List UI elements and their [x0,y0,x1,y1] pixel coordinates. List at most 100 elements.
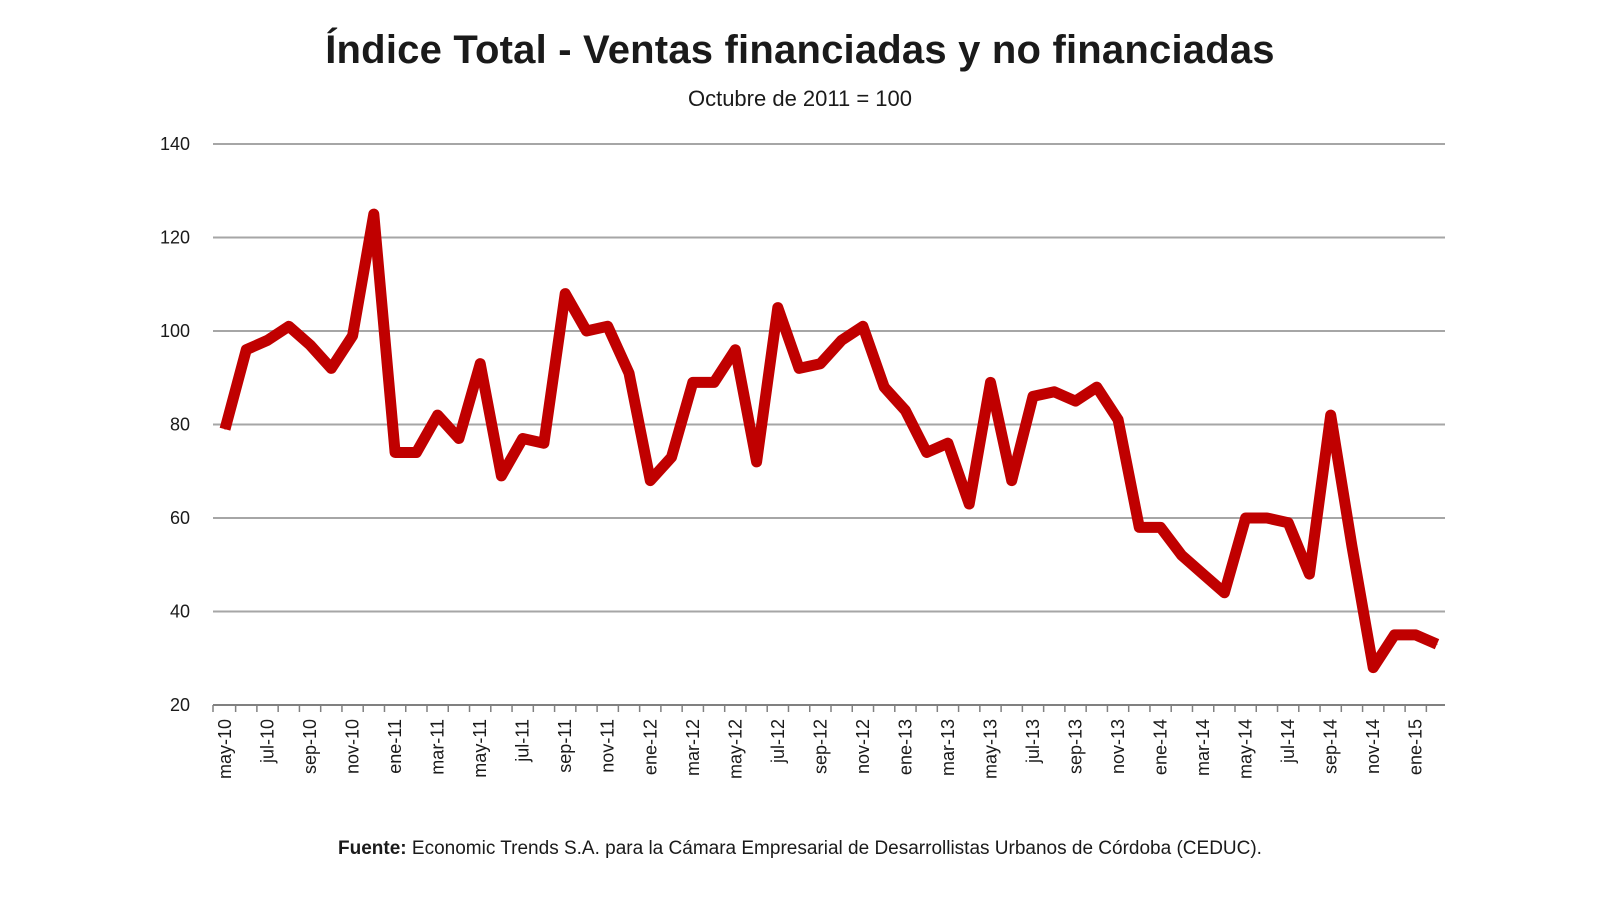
data-point [819,363,821,365]
data-point [1394,634,1395,636]
y-tick-label: 20 [170,695,190,715]
data-point [947,442,949,444]
data-point [479,363,481,365]
x-tick-label: may-14 [1236,719,1256,779]
x-tick-label: ene-15 [1406,719,1426,775]
data-point [990,381,991,383]
y-axis: 20 40 60 80 100 120 140 [160,134,190,715]
data-point [607,325,609,327]
x-tick-label: may-10 [215,719,235,779]
data-point [1138,526,1140,528]
data-point [330,367,332,369]
gridlines [213,143,1445,613]
data-point [1032,395,1034,397]
data-point [522,438,524,439]
data-point [1202,573,1204,575]
x-tick-label: may-13 [980,719,1000,779]
x-tick-label: mar-11 [428,719,448,775]
data-point [1372,667,1374,669]
data-point [415,452,417,453]
series-group [219,208,1440,674]
data-point [458,438,460,439]
chart-title: Índice Total - Ventas financiadas y no f… [325,28,1275,72]
data-point [883,386,885,388]
x-tick-label: mar-12 [683,719,703,776]
source-note: Fuente: Economic Trends S.A. para la Cám… [0,838,1600,860]
x-tick-label: jul-10 [258,719,278,764]
x-tick-label: sep-11 [555,719,575,773]
y-tick-label: 120 [160,228,190,248]
data-point [1096,386,1098,388]
data-point [1117,419,1119,421]
data-point [798,367,800,369]
data-point [1053,391,1055,393]
chart-subtitle: Octubre de 2011 = 100 [687,86,913,111]
source-text: Economic Trends S.A. para la Cámara Empr… [411,838,1262,859]
x-tick-label: jul-12 [768,719,788,764]
source-label: Fuente: [338,838,407,859]
data-point [564,293,566,295]
data-point [692,381,694,383]
x-tick-label: jul-11 [513,719,533,763]
data-point [671,456,672,458]
x-tick-label: sep-10 [300,719,320,774]
data-point [1223,592,1225,594]
data-point [649,480,651,482]
x-tick-label: ene-14 [1151,719,1171,775]
x-tick-label: sep-12 [810,719,830,774]
y-tick-label: 60 [170,508,190,528]
x-tick-label: nov-12 [853,719,873,774]
x-tick-label: jul-14 [1278,719,1298,764]
series-line-indice-total [219,208,1440,674]
data-point [245,349,247,351]
x-tick-label: ene-13 [895,719,915,775]
data-point [756,461,758,463]
data-point [309,344,311,346]
data-point [267,339,268,341]
data-point [224,428,226,430]
x-tick-label: sep-13 [1066,719,1086,774]
data-point [1181,554,1183,556]
data-point [904,410,906,411]
data-point [926,452,928,453]
data-point [394,452,396,453]
x-tick-label: mar-13 [938,719,958,776]
x-tick-label: nov-10 [343,719,363,774]
x-tick-label: ene-11 [385,719,405,774]
data-point [437,414,439,416]
data-point [1160,526,1162,528]
x-tick-label: nov-13 [1108,719,1128,774]
y-tick-label: 100 [160,321,190,341]
data-point [288,325,290,327]
data-point [968,503,970,505]
data-point [841,339,843,341]
data-point [1287,522,1289,524]
data-point [586,330,587,332]
data-point [543,442,545,444]
data-point [713,381,715,383]
data-point [862,325,864,327]
data-point [628,372,630,374]
x-tick-label: may-12 [725,719,745,779]
x-tick-label: nov-11 [598,719,618,773]
x-tick-label: ene-12 [640,719,660,775]
x-tick-label: may-11 [470,719,490,778]
data-point [1245,517,1247,519]
data-point [1415,634,1417,636]
y-tick-label: 80 [170,415,190,435]
x-tick-label: jul-13 [1023,719,1043,764]
x-tick-label: nov-14 [1363,719,1383,774]
data-point [1308,573,1310,575]
data-point [500,475,502,477]
x-tick-label: sep-14 [1321,719,1341,774]
y-tick-label: 40 [170,602,190,622]
data-point [1011,480,1013,482]
data-point [1266,517,1268,519]
data-point [777,307,779,309]
x-axis: may-10 jul-10 sep-10 nov-10 ene-11 mar-11 may-… [212,704,1445,779]
data-point [1330,414,1332,416]
data-point [373,213,375,215]
data-point [352,335,354,337]
y-tick-label: 140 [160,134,190,154]
